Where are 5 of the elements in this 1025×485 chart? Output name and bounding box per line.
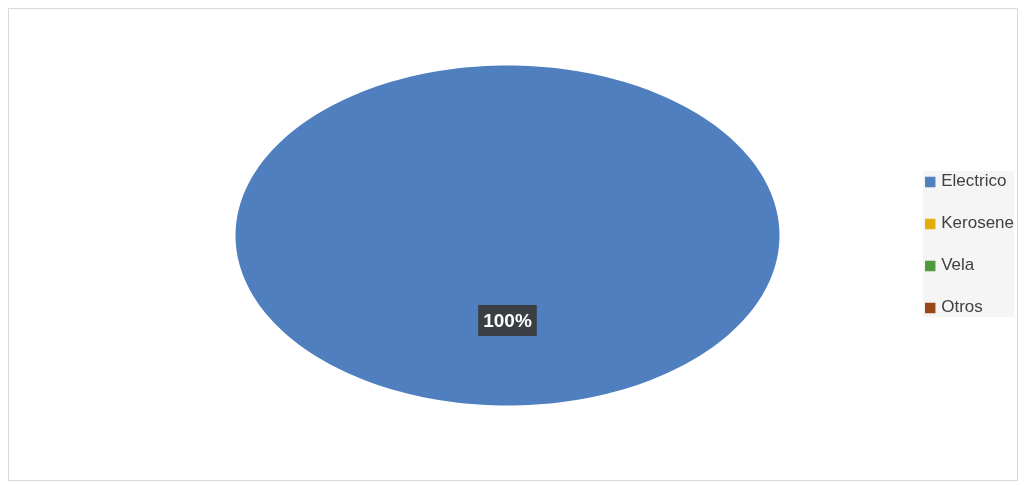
data-label: 100% (483, 310, 532, 331)
legend-label: Vela (941, 255, 975, 275)
legend-label: Otros (941, 297, 983, 317)
legend-label: Electrico (941, 171, 1007, 191)
legend-label: Kerosene (941, 213, 1014, 233)
